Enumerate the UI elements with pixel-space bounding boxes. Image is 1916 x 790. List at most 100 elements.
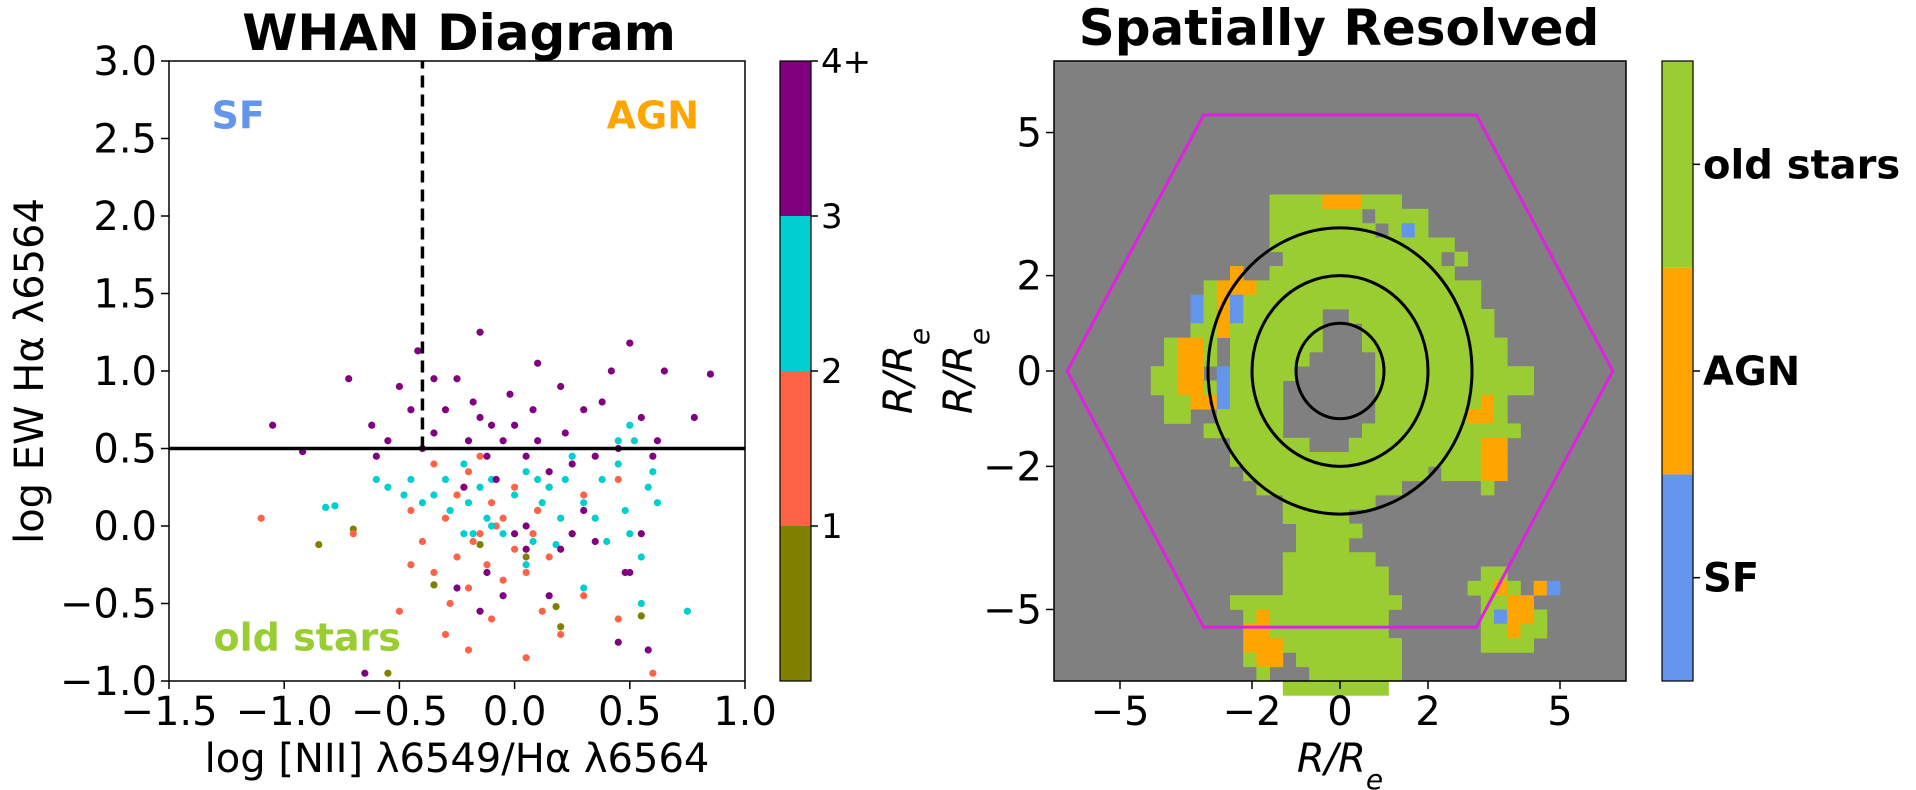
- scatter-point: [644, 483, 652, 491]
- spaxel: [1401, 266, 1416, 281]
- spaxel: [1388, 309, 1402, 324]
- spaxel: [1414, 280, 1429, 296]
- spaxel: [1256, 452, 1270, 467]
- spaxel: [1520, 366, 1534, 381]
- scatter-point: [430, 581, 438, 589]
- spaxel: [1362, 681, 1376, 696]
- spaxel: [1533, 580, 1548, 596]
- scatter-point: [598, 398, 606, 406]
- spaxel: [1296, 652, 1310, 668]
- spaxel: [1362, 666, 1376, 682]
- spaxel: [1216, 280, 1231, 296]
- spaxel: [1414, 437, 1429, 453]
- scatter-point: [522, 545, 530, 553]
- spaxel: [1190, 380, 1204, 396]
- whan-title: WHAN Diagram: [242, 4, 676, 62]
- spaxel: [1494, 437, 1508, 453]
- y-tick-label: 3.0: [93, 39, 157, 85]
- scatter-point: [568, 452, 576, 460]
- x-tick-label: −1.5: [120, 689, 217, 735]
- colorbar-segment: [780, 216, 811, 371]
- scatter-point: [407, 475, 415, 484]
- scatter-point: [476, 530, 484, 538]
- spaxel: [1269, 323, 1284, 339]
- scatter-point: [464, 499, 473, 507]
- spaxel: [1467, 580, 1482, 596]
- spaxel: [1335, 495, 1350, 510]
- spaxel: [1441, 266, 1455, 281]
- spaxel: [1322, 452, 1336, 467]
- spaxel: [1454, 366, 1468, 381]
- spaxel: [1335, 638, 1350, 653]
- spaxel: [1480, 351, 1495, 367]
- spaxel: [1348, 566, 1363, 582]
- scatter-point: [591, 452, 599, 460]
- spaxel: [1309, 537, 1323, 553]
- spaxel: [1296, 194, 1310, 210]
- spaxel: [1322, 280, 1336, 296]
- spaxel: [1269, 266, 1284, 281]
- scatter-point: [430, 429, 438, 437]
- spaxel: [1296, 566, 1310, 582]
- scatter-point: [580, 499, 588, 507]
- scatter-point: [476, 541, 484, 549]
- spaxel: [1388, 251, 1402, 267]
- scatter-point: [407, 506, 415, 515]
- scatter-point: [349, 530, 357, 538]
- spaxel: [1348, 466, 1363, 482]
- scatter-point: [395, 607, 403, 615]
- spaxel: [1362, 437, 1376, 453]
- scatter-point: [487, 615, 496, 623]
- scatter-point: [637, 599, 645, 608]
- spaxel: [1269, 452, 1284, 467]
- spaxel: [1375, 251, 1389, 267]
- spaxel: [1322, 223, 1336, 238]
- spaxel: [1282, 223, 1297, 238]
- spaxel: [1269, 208, 1284, 224]
- x-tick-label: −2: [1223, 689, 1282, 735]
- scatter-point: [384, 669, 392, 677]
- spaxel: [1269, 351, 1284, 367]
- spaxel: [1375, 480, 1389, 496]
- spaxel: [1507, 580, 1521, 596]
- spaxel: [1335, 652, 1350, 668]
- scatter-point: [545, 592, 553, 600]
- x-tick-label: 2: [1415, 689, 1440, 735]
- spaxel: [1494, 638, 1508, 653]
- scatter-point: [614, 638, 622, 646]
- spaxel: [1467, 452, 1482, 467]
- colorbar-category-label: SF: [1703, 556, 1759, 602]
- spaxel: [1441, 351, 1455, 367]
- spaxel: [1256, 609, 1270, 625]
- scatter-point: [557, 545, 565, 553]
- scatter-point: [469, 398, 477, 406]
- spaxel: [1480, 309, 1495, 324]
- spaxel: [1322, 509, 1336, 525]
- spaxel: [1243, 652, 1257, 668]
- spaxel: [1322, 595, 1336, 610]
- spaxel: [1335, 466, 1350, 482]
- spaxel: [1494, 337, 1508, 353]
- spaxel: [1322, 580, 1336, 596]
- spaxel: [1401, 251, 1416, 267]
- spaxel: [1269, 366, 1284, 381]
- spaxel: [1362, 480, 1376, 496]
- y-tick-label: 0.5: [93, 427, 157, 473]
- spaxel: [1441, 423, 1455, 439]
- spaxel: [1230, 337, 1244, 353]
- spaxel: [1388, 466, 1402, 482]
- y-tick-label: −5: [983, 587, 1042, 633]
- spaxel: [1296, 480, 1310, 496]
- spaxel: [1243, 452, 1257, 467]
- scatter-point: [453, 375, 461, 383]
- scatter-point: [545, 483, 553, 491]
- spaxel: [1348, 552, 1363, 567]
- spaxel: [1454, 351, 1468, 367]
- spaxel: [1441, 294, 1455, 310]
- spaxel: [1269, 394, 1284, 410]
- spaxel: [1494, 452, 1508, 467]
- spaxel: [1269, 223, 1284, 238]
- spaxel: [1362, 266, 1376, 281]
- spaxel: [1190, 366, 1204, 381]
- scatter-point: [384, 437, 392, 445]
